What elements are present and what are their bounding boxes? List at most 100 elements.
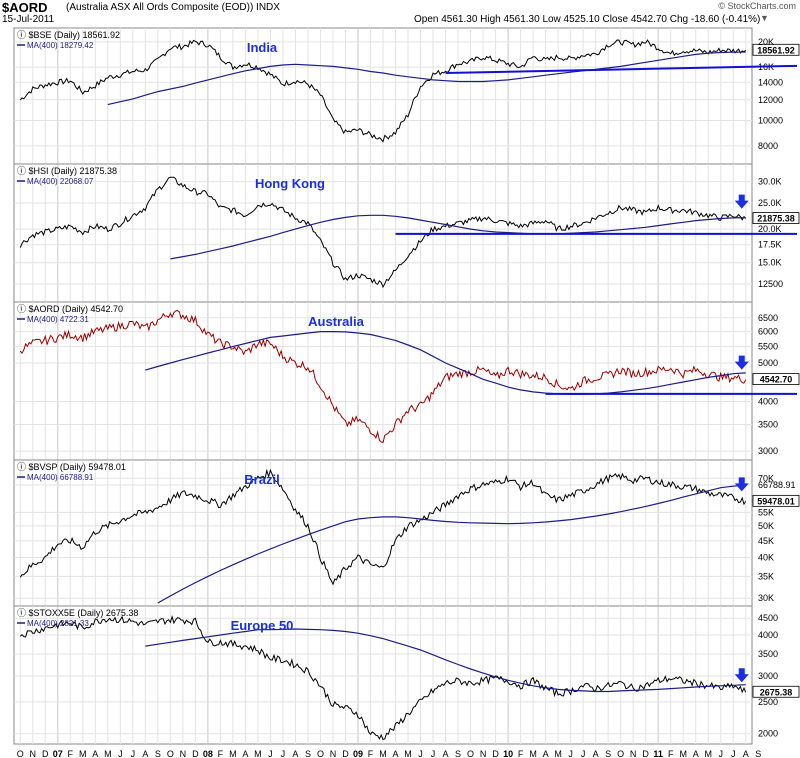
- x-tick-label: F: [668, 749, 674, 758]
- x-tick-label: A: [443, 749, 449, 758]
- y-tick-label: 3500: [758, 420, 778, 430]
- date-label: 15-Jul-2011: [2, 14, 55, 25]
- y-tick-label: 40K: [758, 552, 774, 562]
- x-tick-label: J: [581, 749, 586, 758]
- current-value-label: 18561.92: [757, 45, 795, 55]
- y-tick-label: 30K: [758, 593, 774, 603]
- x-tick-label: J: [418, 749, 423, 758]
- current-value-label: 4542.70: [760, 375, 793, 385]
- support-trendline: [445, 64, 798, 74]
- x-tick-label: M: [254, 749, 262, 758]
- x-tick-label: M: [529, 749, 537, 758]
- down-arrow-icon: [734, 355, 749, 370]
- ma-series: [145, 331, 746, 395]
- legend-series-price: ⓘ $STOXX5E (Daily) 2675.38: [17, 608, 138, 618]
- legend-series-ma: MA(400) 66788.91: [27, 473, 94, 482]
- y-tick-label: 14000: [758, 77, 783, 87]
- y-tick-label: 8000: [758, 141, 778, 151]
- ma-series: [170, 214, 746, 260]
- y-tick-label: 30.0K: [758, 177, 782, 187]
- x-tick-label: D: [492, 749, 499, 758]
- legend-series-ma: MA(400) 2821.33: [27, 619, 89, 628]
- x-tick-label: J: [268, 749, 273, 758]
- x-tick-label: O: [17, 749, 24, 758]
- y-tick-label: 3500: [758, 649, 778, 659]
- symbol-label: $AORD: [2, 0, 48, 15]
- legend-series-price: ⓘ $BVSP (Daily) 59478.01: [17, 462, 126, 472]
- price-series: [19, 310, 747, 444]
- down-arrow-icon: [734, 194, 749, 209]
- current-value-box: [752, 685, 800, 698]
- down-arrow-icon: [734, 668, 749, 683]
- y-tick-label: 6000: [758, 327, 778, 337]
- chart-header: $AORD (Australia ASX All Ords Composite …: [0, 0, 800, 26]
- y-tick-label: 20.0K: [758, 224, 782, 234]
- panel-title: Brazil: [244, 472, 279, 487]
- x-tick-label: 10: [503, 749, 513, 758]
- y-tick-label: 15.0K: [758, 258, 782, 268]
- y-tick-label: 12500: [758, 279, 783, 289]
- x-tick-label: 11: [653, 749, 663, 758]
- y-tick-label: 2500: [758, 697, 778, 707]
- ma-series: [107, 51, 746, 106]
- y-tick-label: 17.5K: [758, 240, 782, 250]
- x-tick-label: S: [755, 749, 761, 758]
- y-tick-label: 5000: [758, 358, 778, 368]
- x-tick-label: M: [704, 749, 712, 758]
- y-tick-label: 3000: [758, 671, 778, 681]
- y-tick-label: 35K: [758, 571, 774, 581]
- x-tick-label: M: [79, 749, 87, 758]
- panel-title: Europe 50: [231, 618, 294, 633]
- y-tick-label: 4000: [758, 397, 778, 407]
- x-tick-label: N: [630, 749, 637, 758]
- x-tick-label: N: [480, 749, 487, 758]
- x-tick-label: N: [30, 749, 37, 758]
- x-tick-label: N: [180, 749, 187, 758]
- price-series: [19, 468, 747, 586]
- x-tick-label: A: [743, 749, 749, 758]
- x-tick-label: F: [68, 749, 74, 758]
- price-series: [19, 615, 747, 741]
- x-tick-label: D: [342, 749, 349, 758]
- y-tick-label: 4500: [758, 613, 778, 623]
- legend-series-price: ⓘ $AORD (Daily) 4542.70: [17, 304, 123, 314]
- y-tick-label: 12000: [758, 95, 783, 105]
- x-tick-label: F: [518, 749, 524, 758]
- x-tick-label: O: [467, 749, 474, 758]
- current-value-label: 21875.38: [757, 214, 795, 224]
- x-tick-label: S: [155, 749, 161, 758]
- current-value-box: [752, 212, 800, 224]
- panel-title: Australia: [308, 314, 364, 329]
- x-tick-label: A: [142, 749, 148, 758]
- y-tick-label: 45K: [758, 536, 774, 546]
- quote-readout: Open 4561.30 High 4561.30 Low 4525.10 Cl…: [414, 14, 761, 25]
- y-tick-label: 50K: [758, 521, 774, 531]
- copyright-label: © StockCharts.com: [718, 1, 796, 11]
- x-tick-label: J: [281, 749, 286, 758]
- chevron-down-icon[interactable]: ▼: [760, 13, 769, 23]
- x-tick-label: M: [679, 749, 687, 758]
- x-tick-label: A: [92, 749, 98, 758]
- y-tick-label: 10000: [758, 116, 783, 126]
- ma-series: [157, 484, 746, 604]
- x-tick-label: J: [431, 749, 436, 758]
- current-value-label: 59478.01: [757, 496, 795, 506]
- panel-title: Hong Kong: [255, 176, 325, 191]
- y-tick-label: 3000: [758, 446, 778, 456]
- ma-series: [145, 628, 746, 693]
- legend-series-ma: MA(400) 22068.07: [27, 177, 94, 186]
- y-tick-label: 6500: [758, 313, 778, 323]
- legend-series-ma: MA(400) 4722.31: [27, 315, 89, 324]
- x-tick-label: 08: [203, 749, 213, 758]
- panel-title: India: [247, 40, 278, 55]
- x-tick-label: J: [731, 749, 736, 758]
- current-value-label: 2675.38: [760, 687, 793, 697]
- x-tick-label: N: [330, 749, 337, 758]
- x-tick-label: S: [605, 749, 611, 758]
- x-tick-label: S: [305, 749, 311, 758]
- x-tick-label: 09: [353, 749, 363, 758]
- x-tick-label: A: [543, 749, 549, 758]
- x-tick-label: A: [393, 749, 399, 758]
- current-value-box: [752, 494, 800, 507]
